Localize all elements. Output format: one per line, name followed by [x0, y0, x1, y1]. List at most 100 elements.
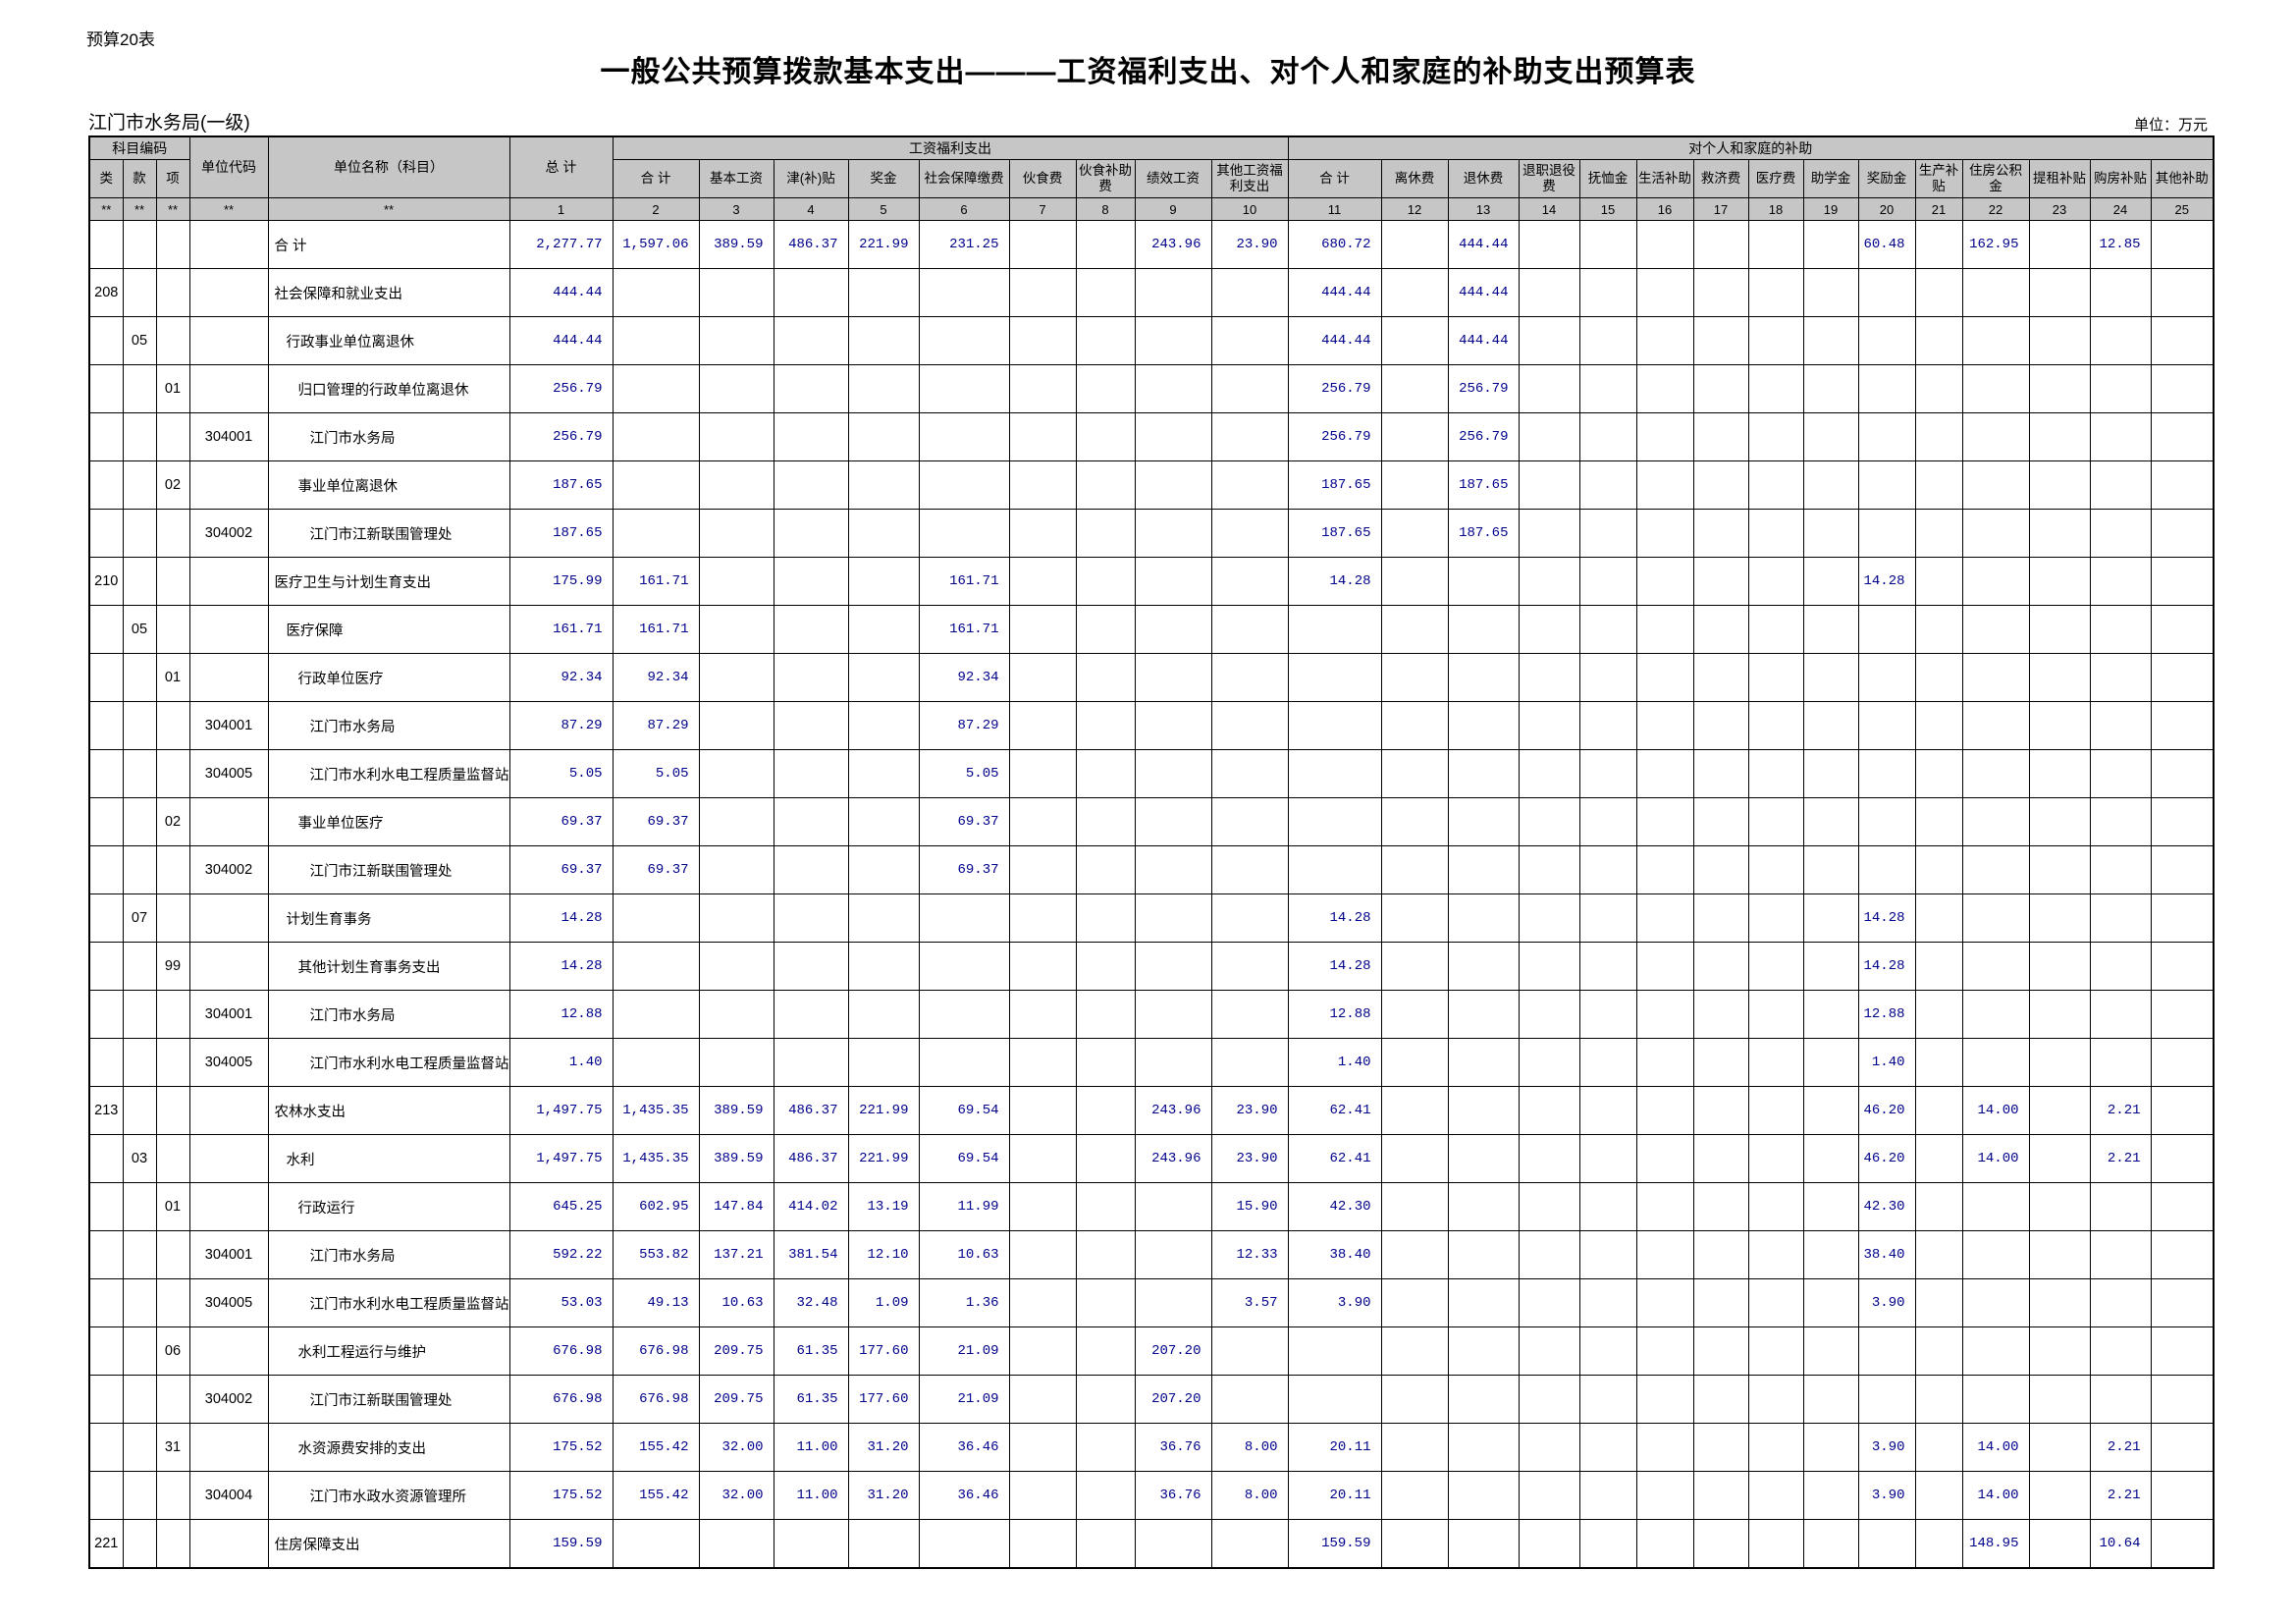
cell-col-25 — [2150, 1134, 2215, 1183]
cell-kuan — [122, 268, 157, 317]
cell-col-6: 161.71 — [918, 557, 1010, 606]
cell-unit-code: 304005 — [188, 1038, 269, 1087]
cell-col-11: 62.41 — [1287, 1134, 1382, 1183]
cell-col-7 — [1008, 653, 1077, 702]
cell-col-11: 187.65 — [1287, 460, 1382, 510]
cell-col-5 — [847, 845, 920, 894]
cell-unit-name: 行政运行 — [267, 1182, 510, 1231]
cell-lei — [88, 942, 124, 991]
index-cell-23: 19 — [1802, 197, 1859, 221]
cell-col-21 — [1914, 316, 1963, 365]
cell-col-25 — [2150, 1423, 2215, 1472]
cell-col-6: 92.34 — [918, 653, 1010, 702]
index-cell-5: 1 — [508, 197, 614, 221]
cell-col-12 — [1380, 1278, 1449, 1327]
cell-col-21 — [1914, 797, 1963, 846]
col-header-meal-subsidy: 伙食补助费 — [1075, 159, 1136, 198]
org-name: 江门市水务局(一级) — [88, 113, 250, 134]
cell-col-23 — [2028, 509, 2091, 558]
cell-unit-code — [188, 1326, 269, 1376]
cell-col-3 — [698, 797, 774, 846]
cell-col-16 — [1635, 701, 1694, 750]
cell-col-1: 69.37 — [508, 845, 614, 894]
index-cell-17: 13 — [1447, 197, 1520, 221]
cell-col-22 — [1961, 845, 2030, 894]
cell-col-12 — [1380, 797, 1449, 846]
cell-col-8 — [1075, 1086, 1136, 1135]
cell-col-22 — [1961, 557, 2030, 606]
cell-col-24: 12.85 — [2089, 220, 2152, 269]
cell-col-9 — [1134, 1230, 1212, 1279]
cell-col-17 — [1692, 1086, 1749, 1135]
cell-col-18 — [1747, 412, 1804, 461]
cell-col-19 — [1802, 220, 1859, 269]
cell-col-5: 1.09 — [847, 1278, 920, 1327]
cell-col-7 — [1008, 1230, 1077, 1279]
cell-col-23 — [2028, 412, 2091, 461]
cell-col-13 — [1447, 653, 1520, 702]
cell-col-14 — [1518, 268, 1580, 317]
table-row: 208 社会保障和就业支出 444.44 444.44 444.44 — [88, 268, 2215, 317]
cell-lei — [88, 509, 124, 558]
cell-col-22 — [1961, 1278, 2030, 1327]
table-row: 304001 江门市水务局 87.29 87.29 87.29 — [88, 701, 2215, 750]
cell-col-5 — [847, 316, 920, 365]
cell-col-18 — [1747, 364, 1804, 413]
cell-unit-name: 行政事业单位离退休 — [267, 316, 510, 365]
cell-unit-code — [188, 605, 269, 654]
col-header-subject-code: 科目编码 — [88, 135, 190, 160]
cell-col-23 — [2028, 1086, 2091, 1135]
cell-unit-name: 江门市江新联围管理处 — [267, 509, 510, 558]
cell-lei: 221 — [88, 1519, 124, 1569]
cell-col-1: 187.65 — [508, 460, 614, 510]
cell-lei — [88, 990, 124, 1039]
cell-col-11: 20.11 — [1287, 1423, 1382, 1472]
cell-col-3: 10.63 — [698, 1278, 774, 1327]
cell-col-5: 221.99 — [847, 220, 920, 269]
cell-col-9: 207.20 — [1134, 1375, 1212, 1424]
cell-lei — [88, 701, 124, 750]
cell-xiang — [155, 1278, 190, 1327]
cell-col-6: 69.54 — [918, 1086, 1010, 1135]
cell-col-9 — [1134, 364, 1212, 413]
cell-col-19 — [1802, 749, 1859, 798]
cell-col-21 — [1914, 509, 1963, 558]
cell-col-17 — [1692, 1423, 1749, 1472]
cell-col-23 — [2028, 990, 2091, 1039]
cell-col-14 — [1518, 1038, 1580, 1087]
cell-col-6 — [918, 460, 1010, 510]
cell-unit-code — [188, 893, 269, 943]
cell-col-20: 60.48 — [1857, 220, 1916, 269]
cell-col-22 — [1961, 1182, 2030, 1231]
cell-col-13 — [1447, 557, 1520, 606]
cell-col-22 — [1961, 1038, 2030, 1087]
cell-unit-code: 304001 — [188, 412, 269, 461]
cell-col-3 — [698, 893, 774, 943]
cell-col-10 — [1210, 1038, 1289, 1087]
cell-col-17 — [1692, 797, 1749, 846]
cell-unit-name: 江门市水利水电工程质量监督站 — [267, 1278, 510, 1327]
cell-col-11 — [1287, 749, 1382, 798]
cell-col-7 — [1008, 1182, 1077, 1231]
cell-col-14 — [1518, 1278, 1580, 1327]
cell-col-5 — [847, 364, 920, 413]
cell-col-8 — [1075, 1375, 1136, 1424]
col-header-ww-total: 合 计 — [612, 159, 700, 198]
cell-col-15 — [1578, 797, 1637, 846]
cell-xiang — [155, 1375, 190, 1424]
cell-col-15 — [1578, 942, 1637, 991]
cell-xiang: 02 — [155, 797, 190, 846]
cell-col-11: 12.88 — [1287, 990, 1382, 1039]
cell-col-17 — [1692, 845, 1749, 894]
cell-col-25 — [2150, 990, 2215, 1039]
index-cell-11: 7 — [1008, 197, 1077, 221]
cell-col-11: 680.72 — [1287, 220, 1382, 269]
cell-col-3 — [698, 1519, 774, 1569]
cell-col-4: 414.02 — [773, 1182, 849, 1231]
cell-col-3: 209.75 — [698, 1375, 774, 1424]
cell-col-19 — [1802, 1182, 1859, 1231]
cell-col-2: 69.37 — [612, 845, 700, 894]
index-cell-19: 15 — [1578, 197, 1637, 221]
cell-col-19 — [1802, 509, 1859, 558]
cell-col-10: 8.00 — [1210, 1423, 1289, 1472]
